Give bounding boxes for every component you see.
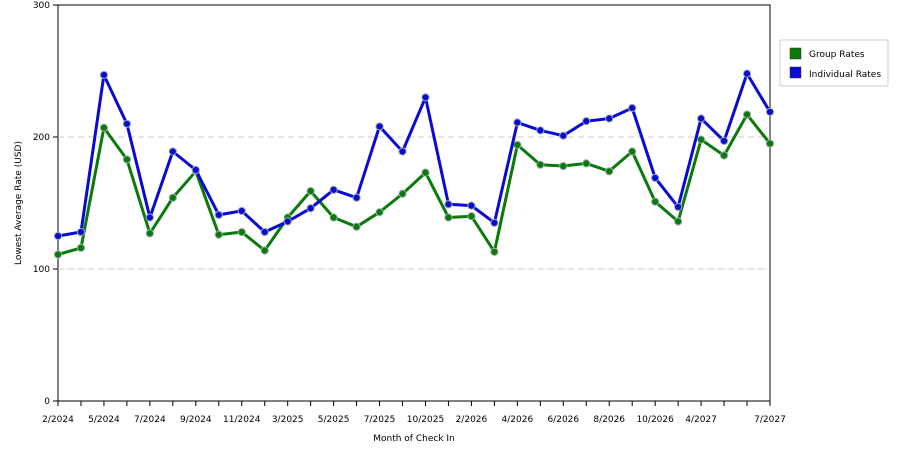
- data-point-group-rates-20: [513, 140, 522, 150]
- data-point-individual-rates-26: [651, 173, 660, 183]
- x-tick-label-26: 10/2026: [636, 415, 674, 425]
- data-point-individual-rates-2: [99, 70, 109, 80]
- data-point-individual-rates-15: [398, 147, 407, 156]
- data-point-group-rates-29: [719, 151, 729, 160]
- data-point-individual-rates-22: [559, 131, 568, 140]
- data-point-individual-rates-30: [742, 69, 752, 78]
- x-axis: 2/2024 5/2024 7/2024 9/2024 11/2024 3/2025 5/2…: [42, 401, 786, 425]
- data-point-individual-rates-4: [145, 213, 154, 222]
- x-tick-label-14: 7/2025: [364, 415, 396, 425]
- x-tick-label-31: 7/2027: [754, 415, 786, 425]
- data-point-individual-rates-6: [191, 165, 200, 175]
- x-tick-label-4: 7/2024: [134, 415, 166, 425]
- data-point-individual-rates-9: [260, 227, 269, 237]
- data-point-group-rates-30: [742, 110, 752, 119]
- y-tick-label-0: 0: [44, 397, 50, 407]
- legend-label-group: Group Rates: [809, 50, 865, 60]
- data-point-individual-rates-29: [719, 136, 729, 146]
- series-line-group-rates: [57, 113, 772, 256]
- data-point-individual-rates-25: [628, 103, 637, 113]
- data-point-group-rates-4: [145, 229, 154, 238]
- grid-lines: [58, 136, 770, 270]
- data-point-individual-rates-13: [352, 193, 361, 202]
- data-point-individual-rates-8: [237, 206, 246, 216]
- data-point-group-rates-19: [490, 247, 499, 256]
- y-tick-label-300: 300: [33, 1, 50, 11]
- data-point-group-rates-18: [467, 212, 476, 221]
- legend-box: [779, 39, 889, 87]
- data-point-group-rates-8: [237, 227, 246, 237]
- data-point-group-rates-16: [421, 168, 430, 177]
- data-point-group-rates-5: [168, 193, 177, 202]
- data-point-group-rates-21: [536, 160, 545, 169]
- x-tick-label-20: 4/2026: [502, 415, 534, 425]
- x-tick-label-8: 11/2024: [223, 415, 261, 425]
- x-tick-label-10: 3/2025: [272, 415, 304, 425]
- data-point-group-rates-27: [674, 217, 683, 226]
- data-point-individual-rates-10: [283, 217, 292, 226]
- data-point-individual-rates-11: [306, 204, 315, 213]
- y-tick-label-200: 200: [33, 133, 50, 143]
- data-point-group-rates-24: [605, 167, 614, 176]
- legend-swatch-individual: [789, 66, 802, 79]
- data-point-group-rates-12: [329, 213, 338, 222]
- x-tick-label-24: 8/2026: [593, 415, 625, 425]
- x-tick-label-12: 5/2025: [318, 415, 350, 425]
- data-point-group-rates-31: [765, 139, 775, 148]
- data-point-individual-rates-17: [444, 200, 453, 209]
- data-point-group-rates-17: [444, 213, 453, 222]
- data-point-individual-rates-7: [214, 210, 223, 219]
- data-point-group-rates-3: [122, 155, 132, 164]
- data-point-group-rates-15: [398, 189, 407, 198]
- data-point-individual-rates-0: [53, 231, 63, 241]
- data-point-individual-rates-24: [605, 114, 614, 123]
- data-point-group-rates-11: [306, 187, 315, 196]
- y-axis-title: Lowest Average Rate (USD): [14, 141, 24, 265]
- data-point-group-rates-13: [352, 222, 361, 231]
- data-point-individual-rates-23: [582, 117, 591, 126]
- data-point-group-rates-25: [628, 147, 637, 156]
- data-point-individual-rates-3: [122, 119, 132, 128]
- data-point-individual-rates-19: [490, 218, 499, 227]
- data-point-individual-rates-14: [375, 122, 384, 131]
- data-point-group-rates-26: [651, 197, 660, 206]
- data-point-individual-rates-5: [168, 147, 177, 156]
- data-point-group-rates-23: [582, 159, 591, 168]
- data-point-individual-rates-16: [421, 93, 430, 102]
- x-tick-label-2: 5/2024: [88, 415, 120, 425]
- x-tick-label-16: 10/2025: [407, 415, 444, 425]
- data-point-individual-rates-18: [467, 201, 476, 210]
- data-point-individual-rates-27: [674, 202, 683, 212]
- x-tick-label-6: 9/2024: [180, 415, 212, 425]
- series-line-individual-rates: [57, 72, 772, 238]
- data-point-group-rates-22: [559, 161, 568, 171]
- x-tick-label-22: 6/2026: [547, 415, 579, 425]
- y-tick-label-100: 100: [33, 265, 50, 275]
- data-point-group-rates-14: [375, 208, 384, 217]
- series-layer: [53, 69, 775, 259]
- data-point-group-rates-7: [214, 230, 223, 239]
- data-point-individual-rates-20: [513, 118, 522, 127]
- legend-swatch-group: [789, 47, 802, 60]
- y-axis: 0 100 200 300: [33, 1, 58, 407]
- x-tick-label-18: 2/2026: [456, 415, 488, 425]
- data-point-group-rates-0: [53, 250, 63, 259]
- x-tick-label-28: 4/2027: [685, 415, 717, 425]
- data-point-individual-rates-21: [536, 126, 545, 135]
- data-point-group-rates-1: [76, 243, 86, 252]
- data-point-group-rates-28: [696, 135, 706, 144]
- data-point-individual-rates-12: [329, 185, 338, 194]
- legend: Group Rates Individual Rates: [779, 39, 889, 87]
- data-point-individual-rates-1: [76, 227, 86, 237]
- data-point-group-rates-2: [99, 123, 109, 132]
- data-point-group-rates-9: [260, 246, 269, 255]
- data-point-individual-rates-31: [765, 107, 775, 117]
- x-axis-title: Month of Check In: [373, 434, 455, 444]
- x-tick-label-0: 2/2024: [42, 415, 74, 425]
- data-point-individual-rates-28: [696, 114, 706, 123]
- legend-label-individual: Individual Rates: [809, 70, 881, 80]
- plot-area: [57, 4, 771, 402]
